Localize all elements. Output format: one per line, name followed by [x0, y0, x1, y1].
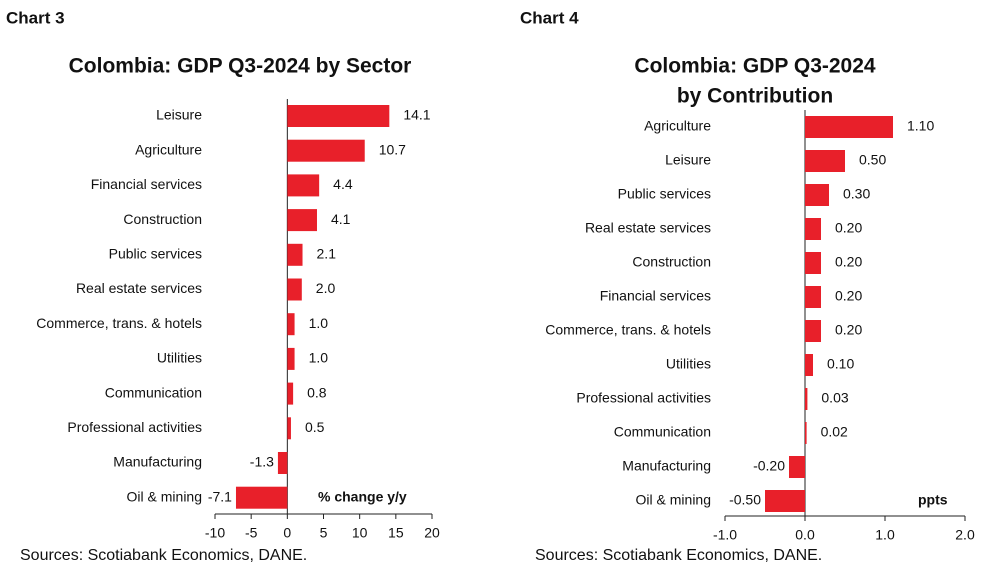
value-label: 2.0 [316, 280, 336, 296]
unit-label: ppts [918, 492, 948, 508]
category-label: Agriculture [135, 141, 202, 157]
category-label: Communication [105, 384, 202, 400]
value-label: 1.0 [309, 350, 329, 366]
category-label: Construction [123, 211, 202, 227]
category-label: Professional activities [67, 419, 202, 435]
chart-title: by Contribution [677, 85, 833, 108]
x-tick-label: -1.0 [713, 527, 737, 543]
value-label: 0.20 [835, 220, 862, 236]
bar [789, 456, 805, 478]
bar [287, 243, 303, 266]
value-label: 2.1 [317, 246, 337, 262]
category-label: Construction [632, 254, 711, 270]
bar [805, 218, 821, 240]
bar [765, 490, 805, 512]
category-label: Real estate services [585, 220, 711, 236]
unit-label: % change y/y [318, 488, 407, 504]
x-tick-label: -5 [245, 525, 258, 541]
value-label: 10.7 [379, 141, 406, 157]
category-label: Commerce, trans. & hotels [545, 322, 711, 338]
value-label: 14.1 [403, 107, 430, 123]
chart-label: Chart 3 [6, 8, 65, 27]
x-tick-label: 2.0 [955, 527, 975, 543]
chart-title: Colombia: GDP Q3-2024 [634, 55, 876, 78]
x-tick-label: 1.0 [875, 527, 895, 543]
value-label: 0.20 [835, 254, 862, 270]
x-tick-label: 0.0 [795, 527, 815, 543]
bar [287, 209, 317, 232]
bar [235, 486, 288, 509]
bar [805, 252, 821, 274]
category-label: Oil & mining [636, 492, 711, 508]
bar [805, 150, 845, 172]
bar [287, 417, 291, 440]
value-label: 0.5 [305, 419, 325, 435]
source: Sources: Scotiabank Economics, DANE. [535, 547, 822, 564]
bar [287, 313, 295, 336]
value-label: 0.30 [843, 186, 870, 202]
category-label: Manufacturing [113, 454, 202, 470]
category-label: Financial services [600, 288, 711, 304]
category-label: Professional activities [576, 390, 711, 406]
value-label: 0.8 [307, 384, 327, 400]
bar [287, 382, 294, 405]
value-label: -7.1 [208, 488, 232, 504]
value-label: 1.10 [907, 118, 934, 134]
value-label: -1.3 [250, 454, 274, 470]
bar [805, 422, 807, 444]
bar [805, 286, 821, 308]
value-label: 1.0 [309, 315, 329, 331]
value-label: 0.03 [821, 390, 848, 406]
x-tick-label: 20 [424, 525, 440, 541]
category-label: Leisure [156, 107, 202, 123]
value-label: 0.20 [835, 322, 862, 338]
bar [287, 139, 365, 162]
category-label: Agriculture [644, 118, 711, 134]
value-label: 4.1 [331, 211, 351, 227]
category-label: Public services [618, 186, 711, 202]
category-label: Real estate services [76, 280, 202, 296]
value-label: 0.02 [821, 424, 848, 440]
category-label: Public services [109, 246, 202, 262]
bar [287, 174, 320, 197]
category-label: Commerce, trans. & hotels [36, 315, 202, 331]
bar [287, 347, 295, 370]
x-tick-label: -10 [205, 525, 225, 541]
value-label: 4.4 [333, 176, 353, 192]
x-tick-label: 5 [320, 525, 328, 541]
category-label: Utilities [157, 350, 202, 366]
category-label: Financial services [91, 176, 202, 192]
value-label: -0.20 [753, 458, 785, 474]
category-label: Utilities [666, 356, 711, 372]
bar [277, 452, 288, 474]
value-label: 0.10 [827, 356, 854, 372]
x-tick-label: 15 [388, 525, 404, 541]
bar [805, 184, 829, 206]
bar [805, 116, 893, 138]
source: Sources: Scotiabank Economics, DANE. [20, 547, 307, 564]
x-tick-label: 10 [352, 525, 368, 541]
chart-title: Colombia: GDP Q3-2024 by Sector [69, 55, 412, 78]
value-label: 0.20 [835, 288, 862, 304]
bar [805, 354, 813, 376]
category-label: Leisure [665, 152, 711, 168]
x-tick-label: 0 [283, 525, 291, 541]
bar [287, 105, 390, 127]
category-label: Oil & mining [127, 488, 202, 504]
category-label: Communication [614, 424, 711, 440]
bar [805, 388, 808, 410]
value-label: 0.50 [859, 152, 886, 168]
bar [287, 278, 302, 301]
value-label: -0.50 [729, 492, 761, 508]
chart-label: Chart 4 [520, 8, 579, 27]
bar [805, 320, 821, 342]
category-label: Manufacturing [622, 458, 711, 474]
